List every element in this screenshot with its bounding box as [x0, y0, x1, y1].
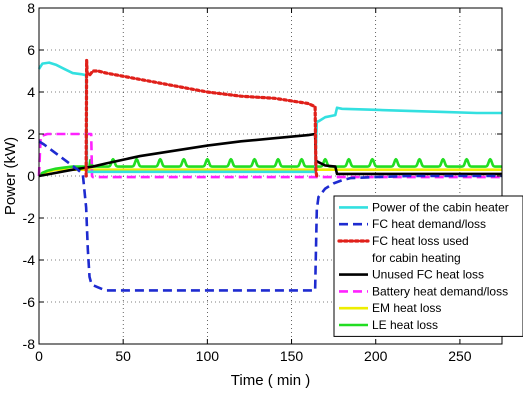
y-tick-label: -8	[23, 336, 36, 352]
legend-label-2: FC heat loss used	[372, 234, 469, 248]
legend-label-1: FC heat demand/loss	[372, 217, 486, 231]
series-line-3	[38, 132, 502, 178]
x-axis-label: Time ( min )	[231, 372, 310, 389]
legend-box	[333, 195, 523, 337]
series-line-4	[37, 132, 502, 179]
x-tick-label: 100	[196, 348, 220, 364]
y-tick-label: 4	[27, 84, 35, 100]
series-layer	[37, 58, 503, 292]
series-line-1	[38, 140, 502, 292]
x-tick-label: 200	[364, 348, 388, 364]
y-tick-label: -2	[23, 210, 36, 226]
y-tick-label: -6	[23, 294, 36, 310]
y-axis-label: Power (kW)	[2, 137, 19, 215]
y-tick-label: -4	[23, 252, 36, 268]
y-tick-label: 2	[27, 126, 35, 142]
legend-label-0: Power of the cabin heater	[372, 200, 509, 214]
y-tick-label: 8	[27, 0, 35, 16]
legend-label-6: LE heat loss	[372, 318, 438, 332]
series-line-0	[37, 61, 502, 174]
y-tick-label: 6	[27, 42, 35, 58]
x-tick-label: 250	[448, 348, 472, 364]
y-tick-label: 0	[27, 168, 35, 184]
x-tick-label: 0	[35, 348, 43, 364]
ticks: 0 50 100 150 200 250 -8 -6 -4 -2 0 2 4 6 8	[23, 0, 502, 364]
legend-label-4: Battery heat demand/loss	[372, 284, 508, 298]
series-line-6	[38, 157, 503, 177]
series-line-2	[84, 58, 319, 178]
legend-label-5: EM heat loss	[372, 301, 441, 315]
x-tick-label: 150	[280, 348, 304, 364]
x-tick-label: 50	[115, 348, 131, 364]
legend-label-3: Unused FC heat loss	[372, 268, 484, 282]
legend: Power of the cabin heater FC heat demand/…	[333, 195, 523, 337]
legend-label-2: for cabin heating	[372, 251, 461, 265]
